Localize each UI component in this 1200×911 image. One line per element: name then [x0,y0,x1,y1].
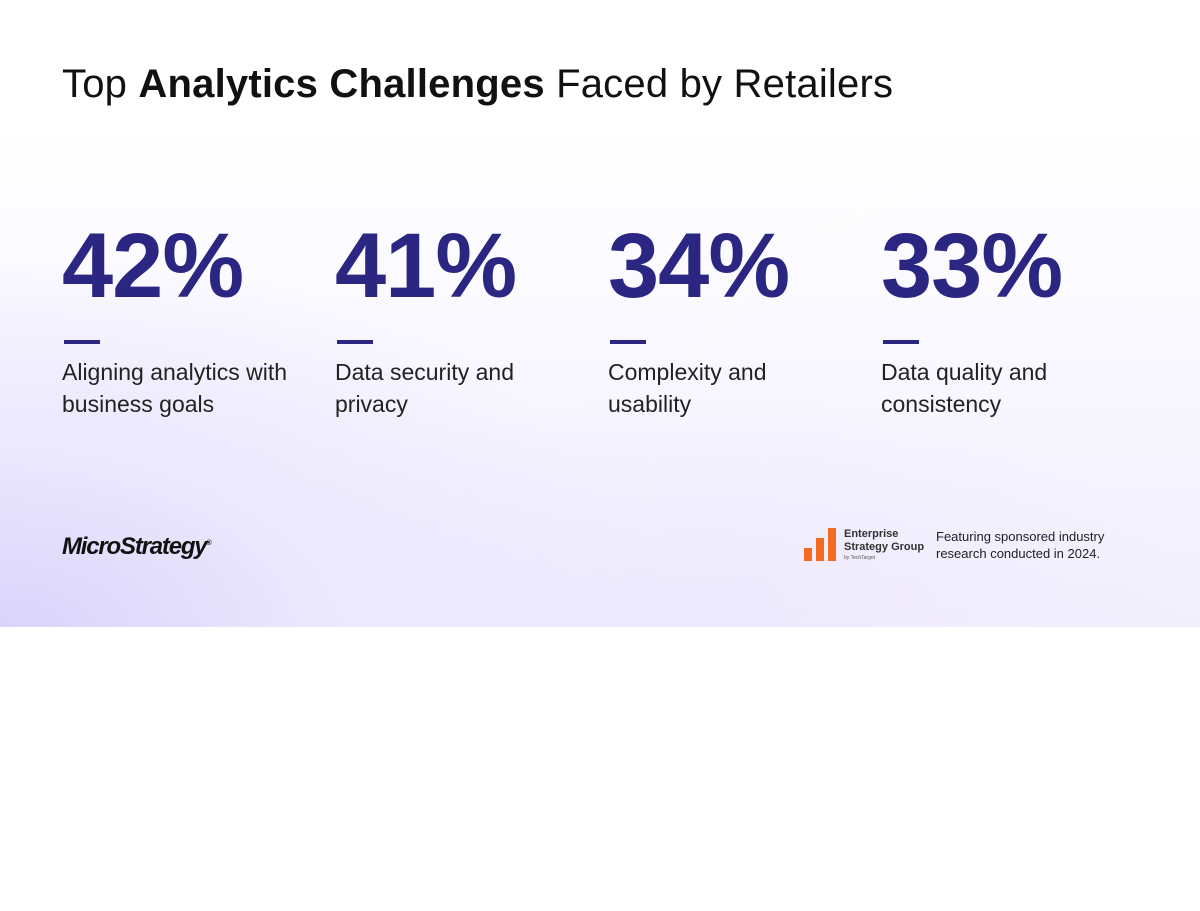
title-suffix: Faced by Retailers [544,62,894,106]
title-prefix: Top [62,62,139,106]
stat-card: 41% Data security and privacy [335,208,585,417]
stat-label: Data quality and consistency [881,359,1048,417]
stat-divider [337,340,373,344]
stat-card: 34% Complexity and usability [608,208,858,417]
stat-label: Data security and privacy [335,359,514,417]
esg-byline: by TechTarget [844,555,876,561]
esg-logo-text: Enterprise Strategy Group [844,528,939,554]
stat-value: 34% [608,215,790,317]
esg-line1: Enterprise [844,528,899,540]
stat-value: 42% [62,215,244,317]
stat-value: 33% [881,215,1063,317]
esg-logo: Enterprise Strategy Group by TechTarget [804,526,934,566]
stat-divider [64,340,100,344]
stat-value: 41% [335,215,517,317]
microstrategy-logo: MicroStrategy® [62,533,212,560]
title-bold: Analytics Challenges [138,62,545,106]
stat-card: 33% Data quality and consistency [881,208,1131,417]
stat-divider [883,340,919,344]
footer-caption: Featuring sponsored industry research co… [936,529,1105,561]
bar-chart-logo-icon [804,528,836,561]
stat-label: Complexity and usability [608,359,767,417]
esg-line2: Strategy Group [844,541,925,553]
background-gradient [0,0,1200,627]
stat-label: Aligning analytics with business goals [62,359,288,417]
page-title: Top Analytics Challenges Faced by Retail… [62,62,893,107]
brand-logo-text: MicroStrategy [62,533,208,560]
stat-card: 42% Aligning analytics with business goa… [62,208,312,417]
stat-divider [610,340,646,344]
